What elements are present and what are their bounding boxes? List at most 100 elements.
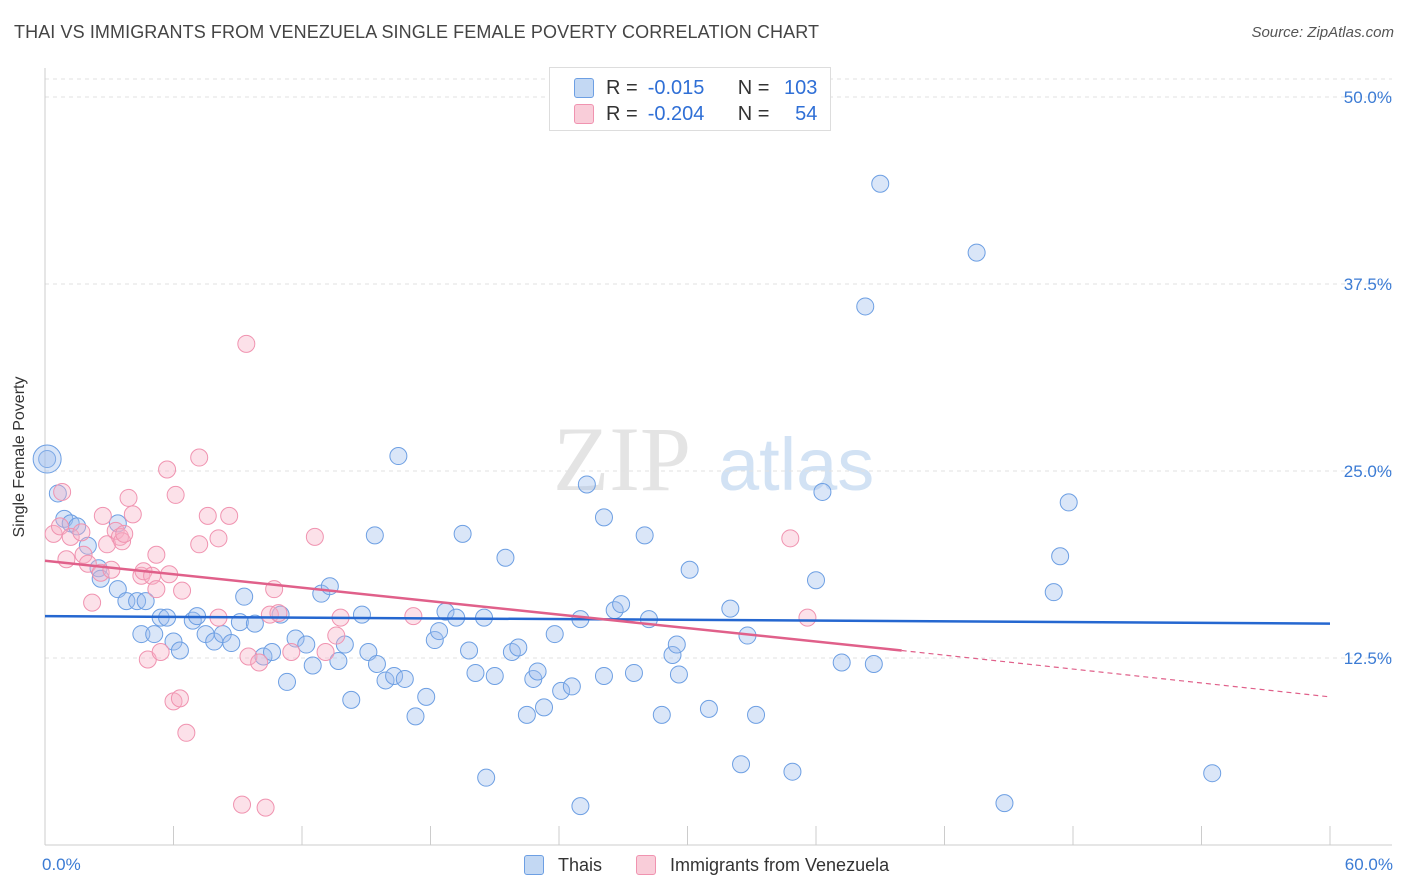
thais-point [663,646,682,665]
venezuela-point [250,653,269,672]
venezuela-point [53,482,72,501]
thais-point [652,705,671,724]
venezuela-point [282,643,301,662]
thais-point [406,707,425,726]
thais-point [365,526,384,545]
legend-swatch-thais [574,78,594,98]
venezuela-point [316,643,335,662]
venezuela-point [173,581,192,600]
venezuela-trend-extension [901,649,1331,698]
thais-point [545,625,564,644]
thais-point [342,690,361,709]
thais-point [517,705,536,724]
venezuela-point [798,608,817,627]
legend-box: R = -0.015 N = 103 R = -0.204 N = 54 [549,67,831,131]
thais-point [552,681,571,700]
venezuela-point [305,527,324,546]
thais-point [117,592,136,611]
thais-point [278,672,297,691]
thais-point [222,634,241,653]
legend-r-value: -0.204 [647,102,705,125]
venezuela-point [233,795,252,814]
venezuela-point [151,643,170,662]
legend-r-label: R = [606,76,638,99]
source-credit: Source: ZipAtlas.com [1251,24,1394,41]
legend-r-label: R = [606,102,638,125]
thais-point [136,592,155,611]
legend-n-label: N = [737,102,770,125]
thais-point [1044,583,1063,602]
thais-point [496,548,515,567]
thais-point [352,605,371,624]
legend-row-thais: R = -0.015 N = 103 [574,75,817,101]
thais-point [477,768,496,787]
thais-trend-line [44,614,1331,625]
y-tick-label: 25.0% [1344,462,1392,481]
thais-point [329,651,348,670]
thais-point [297,635,316,654]
legend-n-value: 103 [784,76,818,99]
venezuela-point [119,488,138,507]
thais-point [967,243,986,262]
thais-point [528,662,547,681]
thais-point [460,641,479,660]
thais-point [245,614,264,633]
venezuela-point [115,524,134,543]
thais-point [108,514,127,533]
y-tick-label: 12.5% [1344,649,1392,668]
thais-point [562,677,581,696]
venezuela-point [74,545,93,564]
thais-point [502,643,521,662]
venezuela-point [166,485,185,504]
venezuela-point [404,607,423,626]
venezuela-point [269,604,288,623]
thais-point [813,482,832,501]
legend-swatch-venezuela [574,104,594,124]
thais-point [577,475,596,494]
thais-point [263,643,282,662]
thais-point-large [32,444,62,474]
thais-point [995,794,1014,813]
x-tick-label-min: 0.0% [42,855,81,874]
bottom-legend-label-thais: Thais [558,854,603,875]
venezuela-point [781,529,800,548]
venezuela-point [91,563,110,582]
thais-point [856,297,875,316]
thais-point [594,508,613,527]
thais-point [624,663,643,682]
thais-point [732,755,751,774]
venezuela-point [147,545,166,564]
thais-point [871,174,890,193]
thais-point [667,635,686,654]
thais-point [571,797,590,816]
thais-point [303,656,322,675]
thais-point [807,571,825,590]
venezuela-point [61,527,80,546]
legend-row-venezuela: R = -0.204 N = 54 [574,101,817,127]
thais-point [680,560,699,579]
venezuela-point [256,798,275,817]
chart-title: THAI VS IMMIGRANTS FROM VENEZUELA SINGLE… [14,22,820,42]
venezuela-point [102,560,121,579]
venezuela-point [220,506,239,525]
bottom-legend-venezuela: Immigrants from Venezuela [636,851,889,879]
venezuela-trend-line [44,559,902,652]
thais-point [385,666,404,685]
thais-point [594,666,613,685]
venezuela-point [72,523,91,542]
thais-point [864,654,883,673]
thais-point [367,654,386,673]
thais-point [170,641,189,660]
venezuela-point [190,535,209,554]
thais-point [1203,764,1222,783]
venezuela-point [93,506,112,525]
watermark-atlas: atlas [718,423,874,506]
thais-point [1051,547,1070,566]
y-tick-label: 37.5% [1344,275,1392,294]
venezuela-point [239,647,258,666]
venezuela-point [123,505,142,524]
thais-point [721,599,740,618]
thais-point [145,625,164,644]
thais-point [132,625,151,644]
